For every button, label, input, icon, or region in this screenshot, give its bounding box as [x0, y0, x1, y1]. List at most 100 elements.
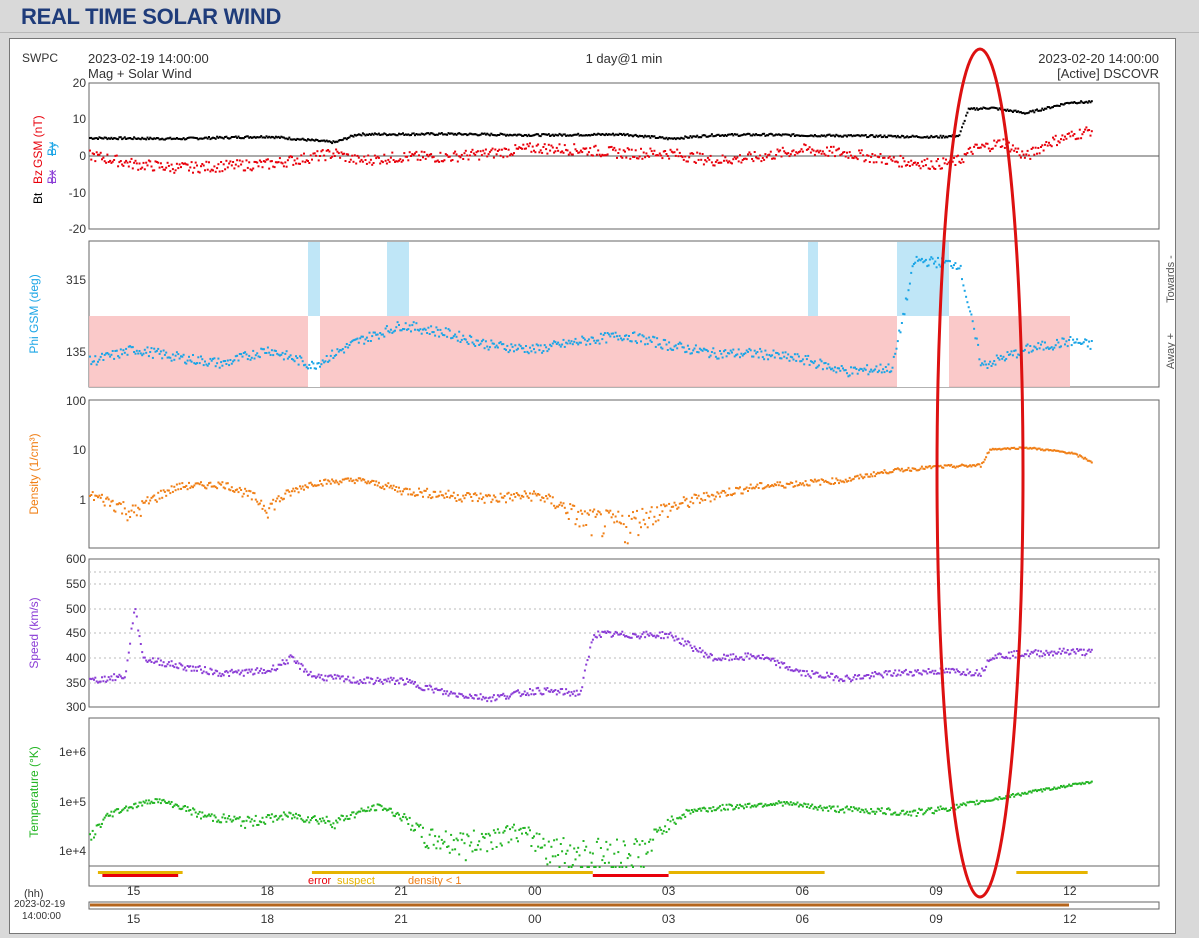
speed-series-point: [607, 631, 610, 634]
speed-series-point: [886, 673, 889, 676]
speed-series-point: [922, 669, 925, 672]
speed-series-point: [272, 664, 275, 667]
bt-series-point: [106, 138, 109, 141]
density-series-point: [480, 498, 483, 501]
phi-series-point: [602, 333, 605, 336]
density-series-point: [680, 502, 683, 505]
density-series-point: [823, 480, 826, 483]
temperature-series-point: [253, 819, 256, 822]
temperature-series-point: [570, 866, 573, 868]
bt-series-point: [1052, 106, 1054, 109]
temperature-series-point: [398, 813, 400, 816]
temperature-series-point: [141, 804, 144, 807]
bt-series-point: [210, 137, 213, 140]
bt-series-point: [328, 140, 331, 143]
speed-series-point: [115, 675, 118, 678]
bt-series-point: [387, 134, 390, 136]
bz-series-point: [534, 151, 537, 154]
phi-series-point: [808, 363, 811, 366]
temperature-series-point: [149, 802, 152, 805]
speed-series-point: [1080, 648, 1083, 651]
phi-series-point: [858, 369, 861, 372]
density-series-point: [570, 508, 573, 511]
density-series-point: [1002, 447, 1005, 450]
phi-series-point: [875, 365, 878, 368]
density-series-point: [192, 486, 194, 489]
phi-series-point: [526, 350, 529, 353]
temperature-series-point: [545, 857, 548, 860]
phi-series-point: [385, 325, 388, 328]
temperature-series-point: [471, 850, 474, 853]
bt-series-point: [768, 133, 771, 136]
temperature-series-point: [946, 810, 949, 812]
bz-series-point: [991, 147, 994, 150]
temperature-series-point: [1065, 785, 1068, 788]
density-series-point: [105, 497, 108, 500]
temperature-series-point: [245, 819, 248, 822]
temperature-series-point: [373, 809, 376, 812]
temperature-series-point: [212, 819, 214, 822]
bt-series-point: [582, 134, 585, 137]
bz-series-point: [977, 146, 980, 149]
temperature-series-point: [708, 807, 711, 810]
temperature-series-point: [605, 840, 608, 843]
bz-series-point: [724, 156, 727, 159]
phi-series-point: [216, 362, 219, 365]
speed-series-point: [970, 674, 973, 677]
speed-series-point: [740, 656, 743, 659]
phi-series-point: [511, 345, 514, 348]
temperature-series-point: [847, 808, 850, 811]
temperature-series-point: [1081, 781, 1084, 784]
bz-series-point: [257, 165, 260, 168]
bt-series-point: [989, 107, 992, 110]
speed-series-point: [171, 664, 174, 667]
phi-series-point: [553, 340, 556, 343]
bt-series-point: [260, 135, 263, 138]
phi-series-point: [184, 361, 186, 364]
speed-series-point: [646, 633, 649, 636]
temperature-series-point: [616, 838, 618, 841]
bz-series-point: [194, 161, 197, 164]
bt-series-point: [1027, 111, 1030, 114]
phi-series-point: [784, 351, 787, 354]
temperature-series-point: [182, 805, 185, 808]
bt-series-point: [570, 134, 573, 137]
bz-series-point: [863, 160, 866, 163]
source-label: SWPC: [22, 51, 58, 65]
phi-series-point: [1041, 340, 1044, 343]
temperature-series-point: [838, 811, 840, 814]
temperature-series-point: [304, 820, 307, 823]
density-series-point: [281, 498, 284, 501]
temperature-series-point: [1077, 782, 1080, 785]
density-series-point: [1038, 447, 1041, 450]
phi-series-point: [154, 350, 157, 353]
speed-series-point: [756, 655, 759, 658]
temperature-series-point: [531, 837, 534, 839]
density-series-point: [1049, 449, 1052, 451]
temperature-series-point: [735, 805, 737, 808]
speed-series-point: [727, 654, 729, 657]
bz-series-point: [642, 151, 645, 154]
bz-series-point: [1038, 152, 1041, 155]
temperature-series-point: [607, 861, 610, 864]
temperature-series-point: [820, 807, 823, 810]
bz-series-point: [788, 155, 791, 158]
bt-series-point: [1056, 104, 1058, 107]
bz-series-point: [632, 155, 634, 158]
temperature-series-point: [713, 809, 716, 812]
temperature-series-point: [454, 848, 457, 851]
phi-series-point: [951, 266, 954, 269]
bz-series-point: [939, 167, 942, 170]
bt-series-point: [990, 106, 993, 109]
phi-series-point: [364, 338, 367, 341]
bz-series-point: [372, 162, 375, 164]
bz-series-point: [585, 147, 588, 150]
bz-series-point: [895, 160, 898, 163]
speed-series-point: [118, 673, 121, 676]
speed-series-point: [862, 677, 865, 680]
bz-series-point: [690, 152, 693, 155]
phi-series-point: [122, 349, 125, 352]
bottom-date: 2023-02-19: [14, 899, 66, 910]
bt-series-point: [982, 106, 985, 109]
phi-series-point: [830, 368, 832, 371]
